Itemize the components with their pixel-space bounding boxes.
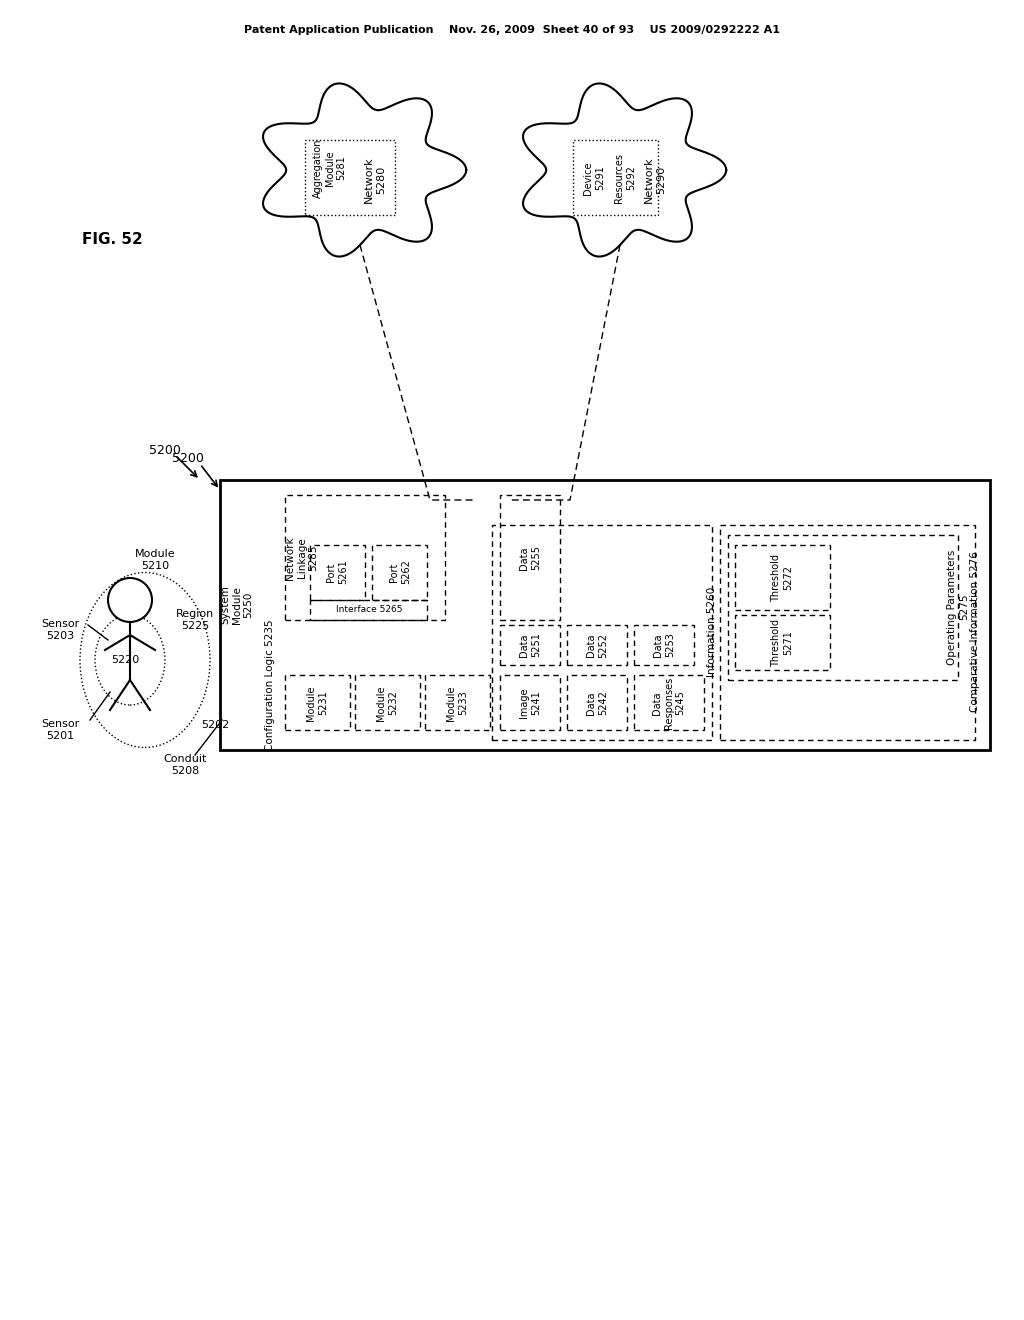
Text: Data
Responses
5245: Data Responses 5245 — [652, 677, 686, 729]
Text: FIG. 52: FIG. 52 — [82, 232, 142, 248]
Text: Interface 5265: Interface 5265 — [336, 606, 402, 615]
Text: Device
5291: Device 5291 — [584, 161, 605, 195]
Text: Comparative Information 5276: Comparative Information 5276 — [970, 552, 980, 713]
Text: Data
5253: Data 5253 — [653, 632, 675, 657]
Text: Threshold
5272: Threshold 5272 — [771, 554, 793, 602]
Text: Port
5261: Port 5261 — [327, 560, 348, 585]
Text: 5200: 5200 — [150, 444, 181, 457]
Text: Image
5241: Image 5241 — [519, 688, 541, 718]
Text: Module
5233: Module 5233 — [446, 685, 468, 721]
Text: System
Module
5250: System Module 5250 — [220, 586, 254, 624]
Text: Module
5231: Module 5231 — [306, 685, 328, 721]
Text: Information 5260: Information 5260 — [707, 587, 717, 677]
Text: Aggregation
Module
5281: Aggregation Module 5281 — [313, 139, 346, 198]
Text: Region
5225: Region 5225 — [176, 610, 214, 631]
Text: Sensor
5201: Sensor 5201 — [41, 719, 79, 741]
Text: Threshold
5271: Threshold 5271 — [771, 619, 793, 667]
Text: Data
5255: Data 5255 — [519, 545, 541, 570]
Text: Network
5280: Network 5280 — [365, 157, 386, 203]
Text: Patent Application Publication    Nov. 26, 2009  Sheet 40 of 93    US 2009/02922: Patent Application Publication Nov. 26, … — [244, 25, 780, 36]
Text: Data
5242: Data 5242 — [586, 690, 608, 715]
Text: Conduit
5208: Conduit 5208 — [163, 754, 207, 776]
Text: Sensor
5203: Sensor 5203 — [41, 619, 79, 640]
Text: Port
5262: Port 5262 — [389, 560, 411, 585]
Text: Module
5210: Module 5210 — [135, 549, 175, 570]
Circle shape — [108, 578, 152, 622]
Text: Configuration Logic 5235: Configuration Logic 5235 — [265, 619, 275, 751]
Text: Network
Linkage
5285: Network Linkage 5285 — [286, 536, 318, 579]
Text: Operating Parameters
5275: Operating Parameters 5275 — [947, 549, 969, 665]
Text: 5200: 5200 — [172, 451, 204, 465]
Text: Data
5251: Data 5251 — [519, 632, 541, 657]
Text: Module
5232: Module 5232 — [376, 685, 397, 721]
Text: 5220: 5220 — [111, 655, 139, 665]
Text: 5202: 5202 — [201, 719, 229, 730]
Text: Network
5290: Network 5290 — [644, 157, 666, 203]
Text: Resources
5292: Resources 5292 — [614, 153, 636, 203]
Text: Data
5252: Data 5252 — [586, 632, 608, 657]
